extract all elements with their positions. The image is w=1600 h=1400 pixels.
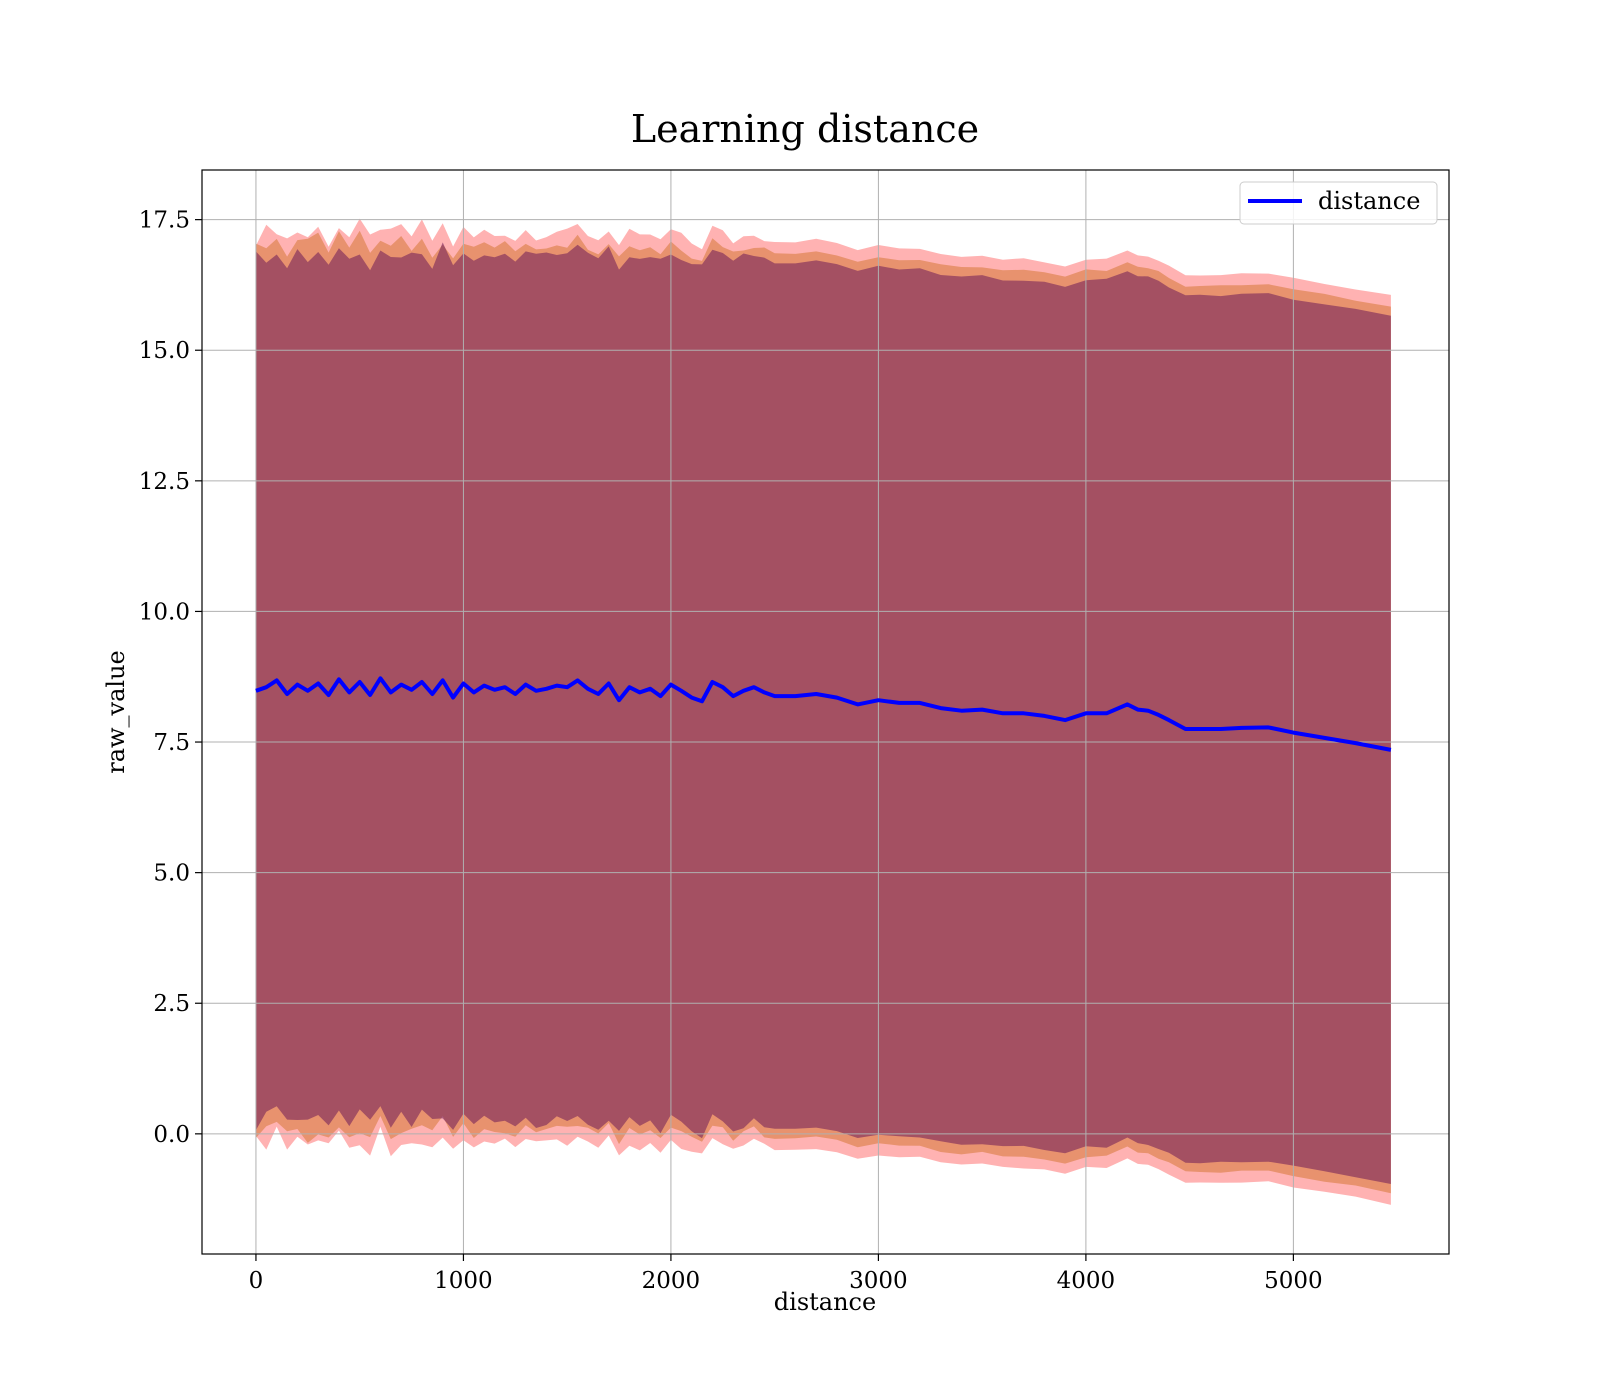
legend: distance <box>1239 181 1438 225</box>
y-tick-label: 5.0 <box>153 861 190 887</box>
y-axis-label: raw_value <box>102 650 130 774</box>
x-tick-label: 4000 <box>1057 1268 1116 1294</box>
x-axis-ticks: 0 1000 2000 3000 4000 5000 <box>249 1254 1323 1294</box>
x-tick-label: 2000 <box>642 1268 701 1294</box>
x-tick-label: 0 <box>249 1268 264 1294</box>
y-tick-label: 2.5 <box>153 991 190 1017</box>
x-tick-label: 5000 <box>1264 1268 1323 1294</box>
band-inner-purple <box>255 242 1391 1184</box>
chart-title: Learning distance <box>631 107 979 151</box>
y-axis-ticks: 0.0 2.5 5.0 7.5 10.0 12.5 15.0 17.5 <box>139 208 202 1148</box>
grid <box>202 170 1449 1254</box>
y-tick-label: 15.0 <box>139 338 190 364</box>
y-tick-label: 17.5 <box>139 208 190 234</box>
legend-box <box>1239 181 1438 225</box>
x-tick-label: 1000 <box>434 1268 493 1294</box>
series-line-distance <box>255 676 1392 752</box>
uncertainty-bands <box>255 218 1391 1205</box>
y-tick-label: 0.0 <box>153 1122 190 1148</box>
y-tick-label: 10.0 <box>139 599 190 625</box>
x-tick-label: 3000 <box>849 1268 908 1294</box>
legend-label-distance: distance <box>1318 187 1420 215</box>
x-axis-label: distance <box>774 1288 876 1316</box>
series-lines <box>255 676 1392 752</box>
y-tick-label: 12.5 <box>139 469 190 495</box>
plot-frame <box>201 169 1450 1255</box>
y-tick-label: 7.5 <box>153 730 190 756</box>
